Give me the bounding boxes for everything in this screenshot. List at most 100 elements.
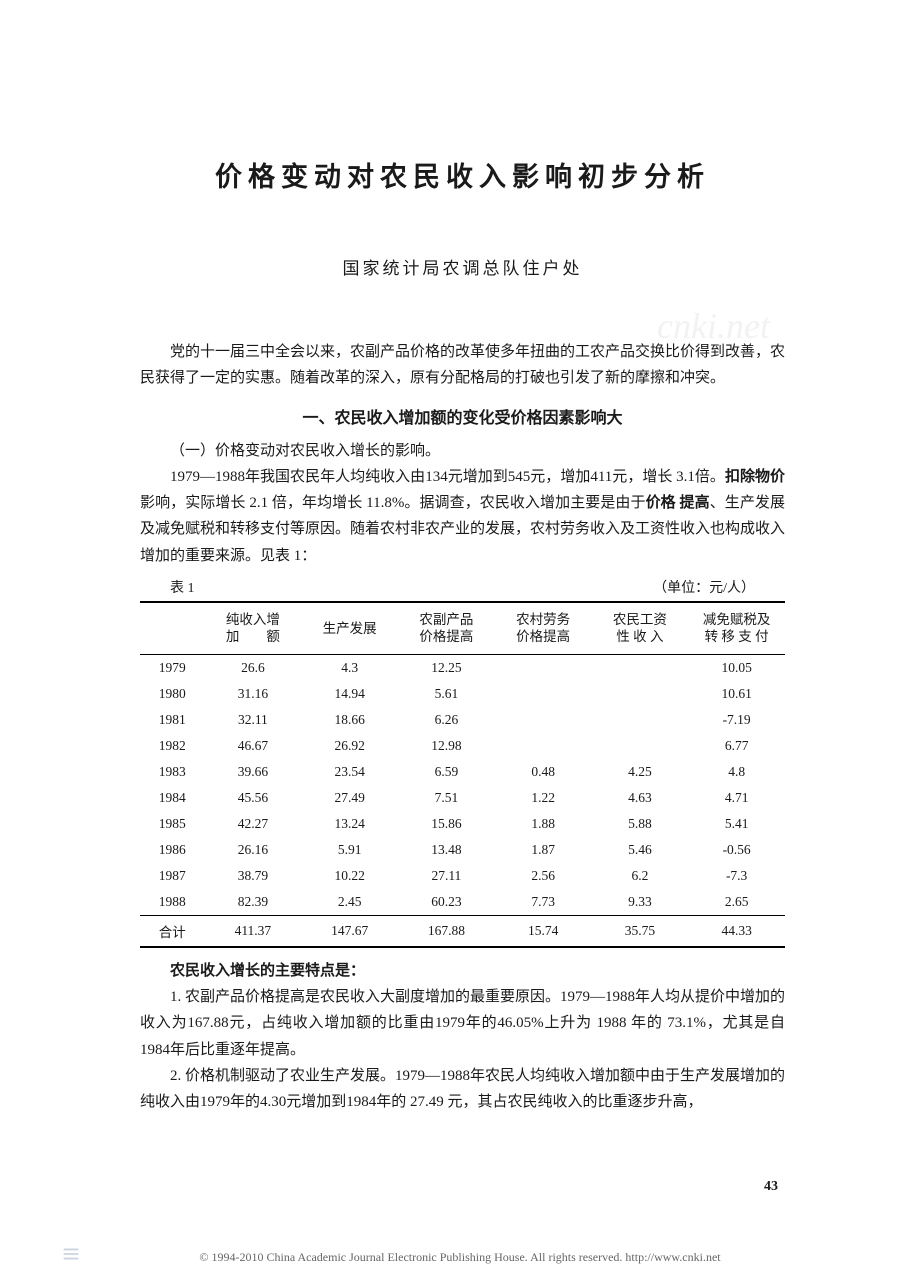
- cell: 15.86: [398, 811, 495, 837]
- table-row: 198738.7910.2227.112.566.2-7.3: [140, 863, 785, 889]
- table-header-meta: 表 1 （单位：元/人）: [140, 577, 785, 599]
- col-net-increase: 纯收入增加 额: [205, 602, 302, 655]
- cell: 2.65: [688, 889, 785, 916]
- cell: 4.25: [592, 759, 689, 785]
- cell: 合计: [140, 915, 205, 947]
- cell: [592, 733, 689, 759]
- cell: 35.75: [592, 915, 689, 947]
- cell: 39.66: [205, 759, 302, 785]
- table-row: 198445.5627.497.511.224.634.71: [140, 785, 785, 811]
- cell: -7.19: [688, 707, 785, 733]
- cell: 9.33: [592, 889, 689, 916]
- col-agri-price: 农副产品价格提高: [398, 602, 495, 655]
- cell: 14.94: [301, 681, 398, 707]
- para1-bold-b: 价格 提高: [646, 495, 710, 511]
- para1-text-a: 1979—1988年我国农民年人均纯收入由134元增加到545元，增加411元，…: [170, 469, 725, 485]
- col-year: [140, 602, 205, 655]
- cell: 6.77: [688, 733, 785, 759]
- cell: 31.16: [205, 681, 302, 707]
- cell: 27.11: [398, 863, 495, 889]
- cell: 6.2: [592, 863, 689, 889]
- cell: 1980: [140, 681, 205, 707]
- cell: 1983: [140, 759, 205, 785]
- cell: 10.22: [301, 863, 398, 889]
- income-table: 纯收入增加 额 生产发展 农副产品价格提高 农村劳务价格提高 农民工资性 收 入…: [140, 601, 785, 948]
- col-tax: 减免赋税及转 移 支 付: [688, 602, 785, 655]
- para1-text-b: 影响，实际增长 2.1 倍，年均增长 11.8%。据调查，农民收入增加主要是由于: [140, 495, 646, 511]
- cell: 1.87: [495, 837, 592, 863]
- cell: [592, 681, 689, 707]
- cell: 38.79: [205, 863, 302, 889]
- cell: 42.27: [205, 811, 302, 837]
- cell: 23.54: [301, 759, 398, 785]
- col-wage: 农民工资性 收 入: [592, 602, 689, 655]
- cell: 1982: [140, 733, 205, 759]
- cell: 12.98: [398, 733, 495, 759]
- subsection-1-1: （一）价格变动对农民收入增长的影响。: [140, 438, 785, 464]
- table-row: 198882.392.4560.237.739.332.65: [140, 889, 785, 916]
- cell: 6.59: [398, 759, 495, 785]
- cell: 26.92: [301, 733, 398, 759]
- col-labor-price: 农村劳务价格提高: [495, 602, 592, 655]
- table-row: 198626.165.9113.481.875.46-0.56: [140, 837, 785, 863]
- cell: 45.56: [205, 785, 302, 811]
- table-row: 198132.1118.666.26-7.19: [140, 707, 785, 733]
- paragraph-3: 1. 农副产品价格提高是农民收入大副度增加的最重要原因。1979—1988年人均…: [140, 984, 785, 1063]
- table-row: 198542.2713.2415.861.885.885.41: [140, 811, 785, 837]
- cell: 12.25: [398, 654, 495, 681]
- cell: 5.88: [592, 811, 689, 837]
- table-total-row: 合计411.37147.67167.8815.7435.7544.33: [140, 915, 785, 947]
- cell: 1981: [140, 707, 205, 733]
- article-title: 价格变动对农民收入影响初步分析: [140, 155, 785, 194]
- cell: 26.16: [205, 837, 302, 863]
- cell: 6.26: [398, 707, 495, 733]
- para-lead: 农民收入增长的主要特点是：: [140, 958, 785, 984]
- cell: 15.74: [495, 915, 592, 947]
- table-body: 197926.64.312.25 10.05 198031.1614.945.61…: [140, 654, 785, 947]
- cell: [495, 707, 592, 733]
- cell: 60.23: [398, 889, 495, 916]
- cell: 2.45: [301, 889, 398, 916]
- cell: 26.6: [205, 654, 302, 681]
- cell: 1988: [140, 889, 205, 916]
- cell: 10.05: [688, 654, 785, 681]
- cell: 1.22: [495, 785, 592, 811]
- table-unit: （单位：元/人）: [653, 577, 755, 597]
- cell: -7.3: [688, 863, 785, 889]
- cell: 147.67: [301, 915, 398, 947]
- cell: 27.49: [301, 785, 398, 811]
- col-production: 生产发展: [301, 602, 398, 655]
- cell: 32.11: [205, 707, 302, 733]
- cell: [495, 733, 592, 759]
- page-number: 43: [764, 1179, 778, 1195]
- table-label: 表 1: [170, 577, 195, 597]
- cell: 7.51: [398, 785, 495, 811]
- cell: -0.56: [688, 837, 785, 863]
- table-row: 197926.64.312.25 10.05: [140, 654, 785, 681]
- cell: 5.61: [398, 681, 495, 707]
- cell: 5.41: [688, 811, 785, 837]
- cell: 1986: [140, 837, 205, 863]
- cell: 1985: [140, 811, 205, 837]
- cell: 5.46: [592, 837, 689, 863]
- cell: 82.39: [205, 889, 302, 916]
- cell: 1979: [140, 654, 205, 681]
- table-row: 198246.6726.9212.98 6.77: [140, 733, 785, 759]
- cell: 1984: [140, 785, 205, 811]
- cell: [592, 654, 689, 681]
- cell: 1.88: [495, 811, 592, 837]
- cell: 44.33: [688, 915, 785, 947]
- intro-paragraph: 党的十一届三中全会以来，农副产品价格的改革使多年扭曲的工农产品交换比价得到改善，…: [140, 339, 785, 392]
- cell: 4.3: [301, 654, 398, 681]
- table-row: 198031.1614.945.6110.61: [140, 681, 785, 707]
- cell: 2.56: [495, 863, 592, 889]
- article-author: 国家统计局农调总队住户处: [140, 254, 785, 279]
- cell: 167.88: [398, 915, 495, 947]
- cell: 4.71: [688, 785, 785, 811]
- cell: [592, 707, 689, 733]
- cell: 46.67: [205, 733, 302, 759]
- cell: 1987: [140, 863, 205, 889]
- paragraph-1: 1979—1988年我国农民年人均纯收入由134元增加到545元，增加411元，…: [140, 464, 785, 569]
- cell: 5.91: [301, 837, 398, 863]
- paragraph-4: 2. 价格机制驱动了农业生产发展。1979—1988年农民人均纯收入增加额中由于…: [140, 1063, 785, 1116]
